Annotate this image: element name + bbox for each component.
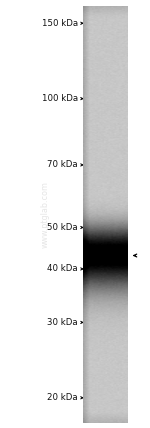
Text: 70 kDa: 70 kDa xyxy=(47,160,78,169)
Text: 150 kDa: 150 kDa xyxy=(42,19,78,28)
Text: www.ptglab.com: www.ptglab.com xyxy=(40,181,50,247)
Text: 100 kDa: 100 kDa xyxy=(42,94,78,103)
Text: 20 kDa: 20 kDa xyxy=(47,393,78,402)
Text: 50 kDa: 50 kDa xyxy=(47,223,78,232)
Text: 30 kDa: 30 kDa xyxy=(47,318,78,327)
Text: 40 kDa: 40 kDa xyxy=(47,265,78,273)
